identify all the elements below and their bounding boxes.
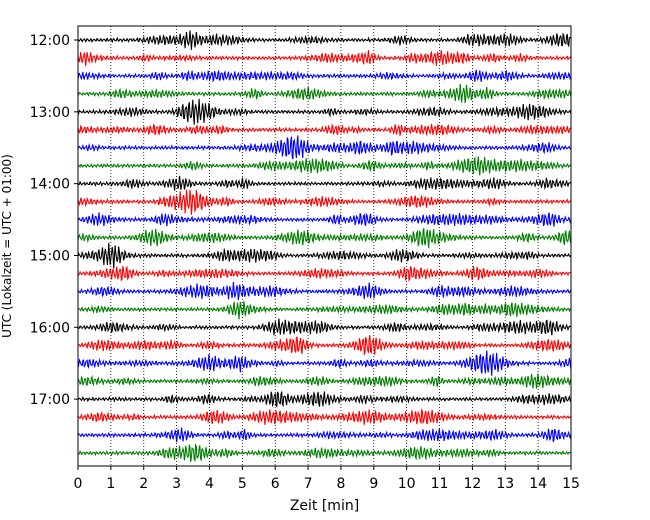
trace-17 [77, 318, 572, 336]
y-tick-label: 15:00 [30, 248, 70, 264]
x-tick-label: 8 [336, 476, 345, 492]
x-tick-label: 7 [304, 476, 313, 492]
trace-10 [77, 189, 571, 215]
x-tick-label: 5 [238, 476, 247, 492]
trace-24 [77, 442, 571, 462]
trace-12 [77, 227, 572, 249]
x-tick-label: 15 [562, 476, 580, 492]
trace-21 [77, 391, 572, 408]
trace-16 [77, 301, 572, 320]
x-tick-label: 12 [463, 476, 481, 492]
x-tick-label: 10 [398, 476, 416, 492]
plot-frame [77, 25, 572, 467]
y-tick-label: 16:00 [30, 320, 70, 336]
y-axis-label: UTC (Lokalzeit = UTC + 01:00) [0, 154, 14, 338]
trace-22 [77, 408, 572, 425]
trace-13 [77, 242, 572, 269]
x-tick-label: 1 [106, 476, 115, 492]
y-tick-label: 17:00 [30, 392, 70, 408]
trace-20 [77, 373, 572, 389]
x-tick-label: 6 [271, 476, 280, 492]
y-tick-label: 12:00 [30, 33, 70, 49]
x-axis-label: Zeit [min] [290, 498, 359, 514]
x-tick-label: 4 [205, 476, 214, 492]
trace-8 [77, 156, 571, 176]
y-axis: 12:00 13:00 14:00 15:00 16:00 17:00 [30, 33, 78, 408]
x-tick-label: 3 [172, 476, 181, 492]
x-tick-label: 11 [431, 476, 449, 492]
trace-9 [77, 175, 572, 191]
trace-2 [77, 50, 572, 67]
x-tick-label: 13 [496, 476, 514, 492]
seismic-traces [77, 30, 572, 462]
trace-4 [77, 83, 572, 104]
x-axis: 0 1 2 3 4 5 6 7 8 9 10 11 12 13 14 15 [74, 466, 580, 492]
trace-14 [77, 265, 572, 283]
trace-11 [77, 212, 572, 227]
trace-6 [77, 123, 572, 136]
x-tick-label: 14 [529, 476, 547, 492]
x-gridlines [110, 26, 539, 466]
x-tick-label: 9 [369, 476, 378, 492]
trace-19 [77, 350, 572, 376]
x-tick-label: 2 [139, 476, 148, 492]
trace-18 [77, 335, 572, 356]
trace-15 [77, 281, 572, 301]
x-tick-label: 0 [74, 476, 83, 492]
trace-23 [77, 427, 572, 443]
y-tick-label: 13:00 [30, 105, 70, 121]
trace-7 [77, 135, 571, 160]
trace-3 [77, 69, 572, 83]
y-tick-label: 14:00 [30, 177, 70, 193]
trace-5 [77, 98, 572, 125]
trace-1 [77, 30, 572, 50]
